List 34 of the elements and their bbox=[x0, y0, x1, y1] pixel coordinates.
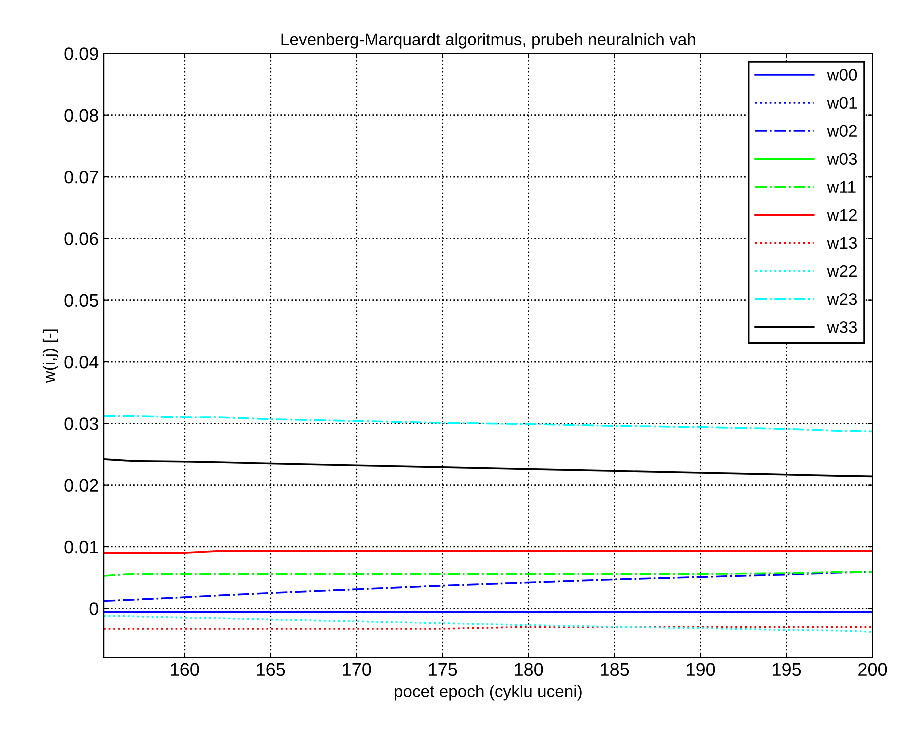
x-tick-label: 165 bbox=[257, 663, 286, 676]
x-tick-label: 170 bbox=[343, 663, 372, 676]
y-tick-label: 0.07 bbox=[64, 170, 98, 184]
x-tick-label: 160 bbox=[171, 663, 200, 676]
chart-title: Levenberg-Marquardt algoritmus, prubeh neuralnich vah bbox=[282, 33, 696, 49]
y-tick-label: 0.04 bbox=[64, 356, 99, 369]
y-axis-title: w(i,j) [-] bbox=[42, 330, 58, 384]
legend-label: w12 bbox=[827, 209, 857, 221]
legend-label: w33 bbox=[827, 321, 858, 334]
y-tick-label: 0.08 bbox=[64, 109, 98, 122]
y-tick-label: 0.01 bbox=[64, 540, 98, 554]
legend-label: w22 bbox=[827, 265, 857, 278]
legend-label: w02 bbox=[827, 125, 857, 138]
x-tick-label: 190 bbox=[687, 663, 716, 676]
y-tick-label: 0 bbox=[90, 602, 98, 616]
x-tick-label: 175 bbox=[429, 663, 458, 676]
y-tick-label: 0.05 bbox=[64, 294, 98, 308]
legend-label: w13 bbox=[827, 237, 858, 250]
legend-label: w11 bbox=[827, 181, 856, 193]
legend-label: w23 bbox=[827, 293, 858, 306]
line-series bbox=[104, 615, 873, 633]
x-tick-label: 180 bbox=[515, 663, 544, 676]
legend-label: w01 bbox=[827, 97, 857, 109]
legend-label: w00 bbox=[827, 69, 858, 81]
y-tick-label: 0.02 bbox=[64, 479, 98, 492]
y-tick-label: 0.03 bbox=[64, 418, 98, 430]
y-tick-label: 0.06 bbox=[64, 232, 98, 246]
x-axis-title: pocet epoch (cyklu uceni) bbox=[395, 685, 582, 701]
x-tick-label: 195 bbox=[773, 663, 802, 676]
line-series bbox=[104, 415, 873, 433]
y-tick-label: 0.09 bbox=[64, 48, 98, 60]
x-tick-label: 200 bbox=[858, 663, 888, 676]
legend-label: w03 bbox=[827, 153, 858, 166]
x-tick-label: 185 bbox=[601, 663, 630, 676]
